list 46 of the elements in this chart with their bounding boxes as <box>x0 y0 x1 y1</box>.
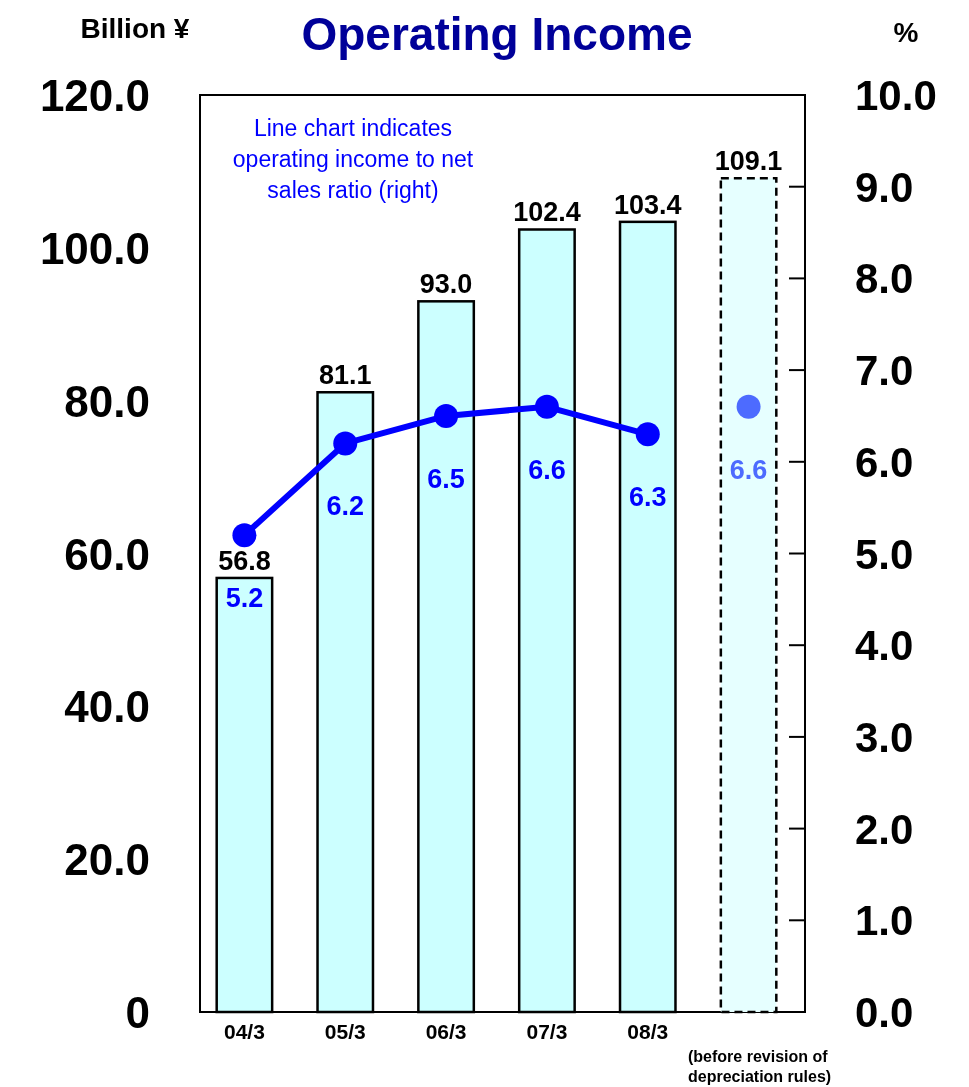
data-label: 81.1 <box>318 360 372 391</box>
y2-tick-label: 3.0 <box>855 713 914 761</box>
chart-title: Operating Income <box>301 8 693 60</box>
y2-tick-label: 10.0 <box>855 72 937 119</box>
data-label: 5.2 <box>225 583 264 614</box>
data-label: 103.4 <box>613 189 682 220</box>
data-label: 6.6 <box>729 454 768 485</box>
data-label: 6.5 <box>427 463 465 494</box>
y2-tick-label: 8.0 <box>855 255 914 303</box>
data-label: 6.3 <box>628 482 667 513</box>
point <box>333 431 358 456</box>
y2-tick-label: 0.0 <box>855 989 914 1036</box>
text: (before revision of depreciation rules) <box>688 1048 832 1085</box>
point <box>434 403 459 428</box>
y2-tick-label: 5.0 <box>855 530 914 578</box>
y-tick-label: 80.0 <box>64 376 150 426</box>
x-tick-label: 06/3 <box>425 1020 467 1043</box>
data-label: 6.2 <box>326 491 365 522</box>
y2-tick-label: 4.0 <box>855 622 914 670</box>
data-label: 56.8 <box>218 545 271 576</box>
y-tick-label: 100.0 <box>39 223 150 273</box>
y-tick-label: 20.0 <box>64 835 150 885</box>
point <box>534 394 559 419</box>
x-tick-label: 04/3 <box>223 1020 265 1043</box>
y2-tick-label: 2.0 <box>855 805 914 853</box>
data-label: 93.0 <box>419 269 473 300</box>
data-label: 102.4 <box>513 197 581 228</box>
y2-tick-label: 6.0 <box>855 438 914 486</box>
point <box>736 394 761 419</box>
y-tick-label: 120.0 <box>39 71 150 120</box>
y-tick-label: 60.0 <box>64 529 150 579</box>
data-label: 109.1 <box>714 146 783 177</box>
y2-tick-label: 1.0 <box>855 897 914 945</box>
point <box>232 523 257 548</box>
y2-tick-label: 9.0 <box>855 163 914 211</box>
x-tick-label: 05/3 <box>324 1020 366 1043</box>
data-label: 6.6 <box>528 454 566 485</box>
x-tick-label: 08/3 <box>627 1020 669 1043</box>
annotation: Line chart indicates operating income to net sales ratio (right) <box>232 115 474 203</box>
y2-axis-title: % <box>893 17 919 48</box>
y-tick-label: 0 <box>125 988 150 1037</box>
x-tick-label: 07/3 <box>526 1020 568 1043</box>
point <box>635 422 660 447</box>
y2-tick-label: 7.0 <box>855 347 914 395</box>
y-tick-label: 40.0 <box>64 682 150 732</box>
y-axis-title: Billion ¥ <box>80 13 190 44</box>
